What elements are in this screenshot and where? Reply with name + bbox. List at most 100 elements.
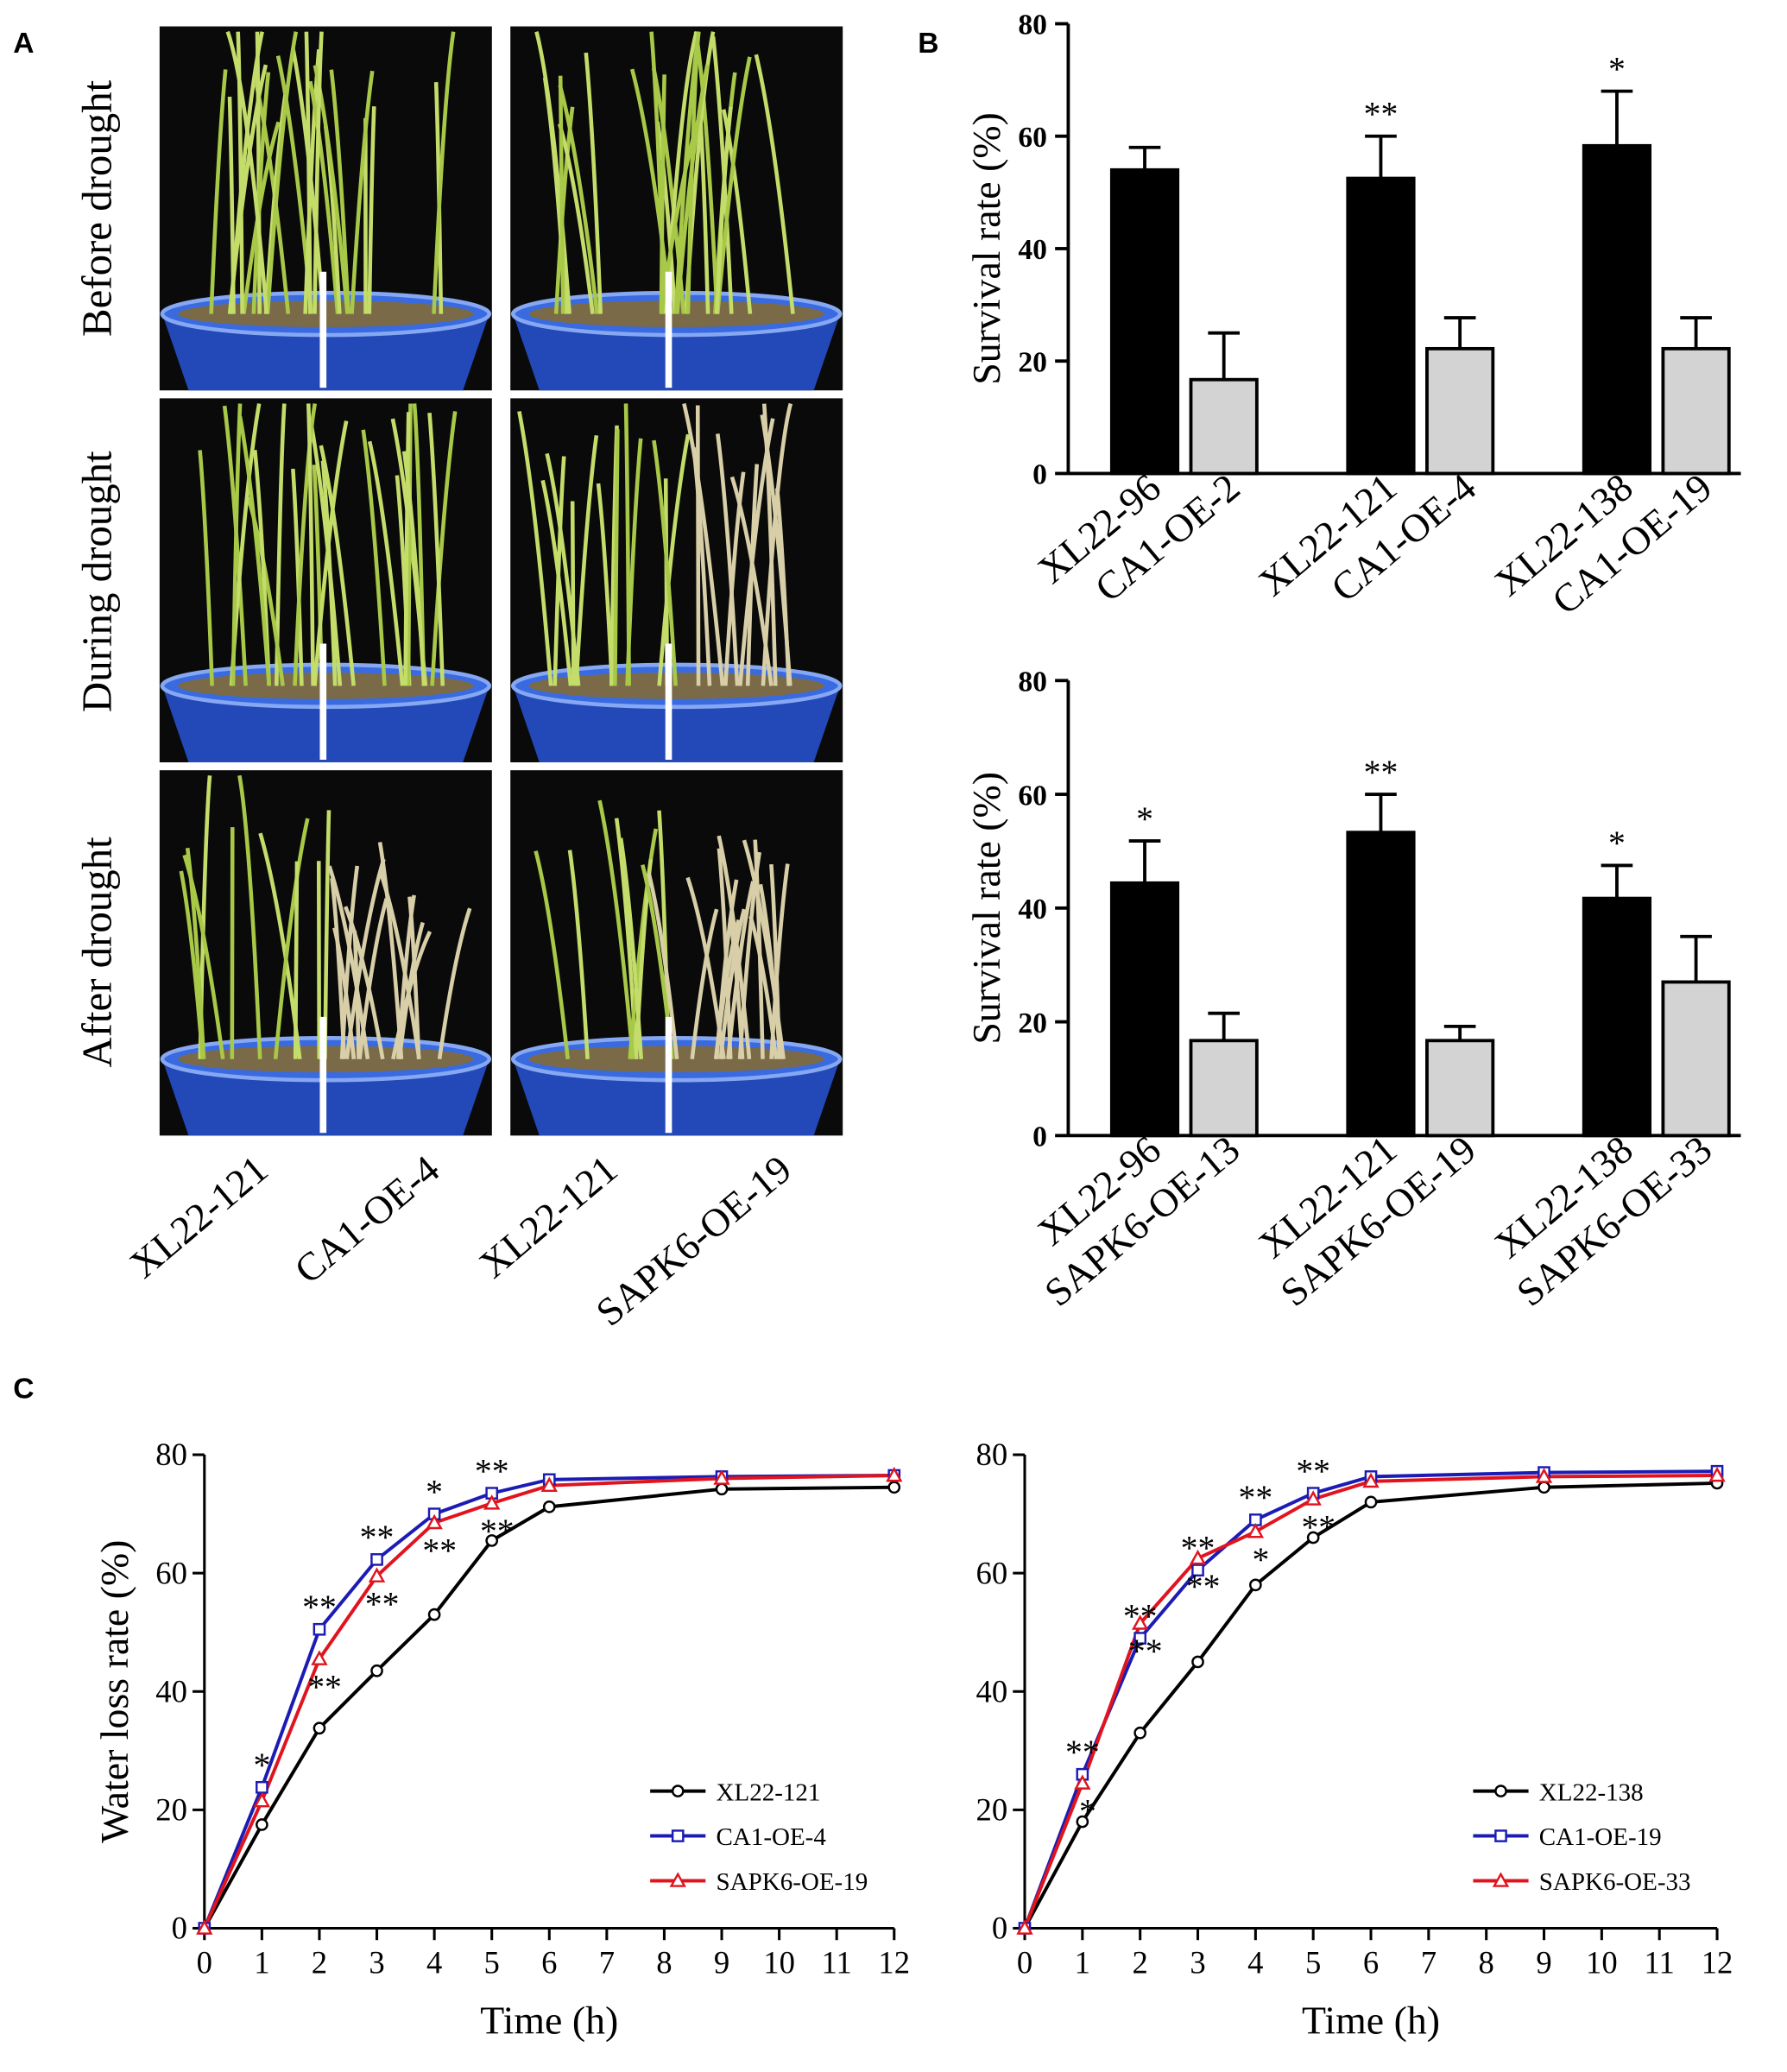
x-tick-label: 0 [1017, 1944, 1032, 1980]
x-tick-label: 1 [254, 1944, 269, 1980]
significance: * [253, 1747, 270, 1785]
leaf [723, 471, 746, 686]
bar [1189, 1039, 1259, 1138]
leaf [698, 117, 710, 314]
leaf [427, 412, 445, 686]
marker [1249, 1578, 1262, 1592]
leaf [432, 31, 456, 314]
leaf [714, 879, 739, 1059]
significance: * [1253, 1541, 1270, 1579]
leaf [344, 858, 386, 1060]
leaf [306, 403, 315, 686]
x-tick-label: 1 [1075, 1944, 1090, 1980]
leaf [567, 850, 590, 1059]
leaf [517, 410, 553, 686]
leaf [545, 452, 581, 686]
leaf [534, 31, 571, 314]
leaf [313, 420, 349, 686]
x-tick-label: 11 [1645, 1944, 1675, 1980]
y-tick-label: 60 [1018, 122, 1047, 154]
leaf [437, 907, 472, 1060]
marker [196, 1919, 213, 1935]
x-tick-label: 12 [878, 1944, 910, 1980]
leaf [350, 70, 375, 314]
leaf [367, 106, 376, 314]
legend-label: XL22-138 [1539, 1778, 1644, 1806]
row-label: During drought [73, 451, 120, 712]
y-tick-label: 20 [976, 1792, 1007, 1828]
panel-label: C [13, 1373, 34, 1405]
marker [1191, 1563, 1204, 1577]
marker [713, 1469, 730, 1485]
legend-label: CA1-OE-19 [1539, 1823, 1662, 1851]
y-tick-label: 20 [1018, 1008, 1047, 1039]
significance: ** [1128, 1633, 1163, 1671]
leaf [717, 848, 733, 1059]
x-axis-label: Time (h) [1302, 1999, 1440, 2043]
x-tick-label: 10 [1586, 1944, 1618, 1980]
photo-panel [159, 26, 843, 1136]
leaf [553, 456, 566, 686]
x-tick-label: 6 [1363, 1944, 1379, 1980]
significance: ** [1123, 1597, 1158, 1635]
significance: ** [1065, 1734, 1100, 1772]
marker [540, 1476, 558, 1493]
significance: ** [1186, 1568, 1221, 1606]
x-tick-label: 2 [1133, 1944, 1148, 1980]
bar [1109, 881, 1180, 1138]
significance: ** [1296, 1452, 1330, 1490]
significance: ** [360, 1519, 395, 1557]
marker [1362, 1472, 1380, 1488]
significance: ** [475, 1452, 509, 1490]
marker [1133, 1726, 1147, 1740]
marker [1538, 1481, 1550, 1494]
marker [1131, 1614, 1149, 1630]
marker [887, 1481, 901, 1494]
bar [1346, 831, 1416, 1138]
x-tick-label: 2 [312, 1944, 327, 1980]
y-tick-label: 0 [1032, 1121, 1047, 1153]
leaf [378, 870, 421, 1060]
leaf [540, 479, 573, 686]
leaf [557, 123, 595, 314]
y-tick-label: 40 [1018, 894, 1047, 925]
leaf [652, 439, 678, 686]
marker [1306, 1531, 1320, 1545]
leaf [774, 488, 791, 686]
leaf [237, 774, 262, 1059]
legend-label: XL22-121 [717, 1778, 821, 1806]
leaf [308, 418, 343, 686]
leaf [179, 870, 205, 1059]
leaf [332, 927, 357, 1059]
leaf [293, 403, 318, 686]
leaf [237, 415, 272, 686]
marker [483, 1494, 501, 1510]
leaf [433, 82, 444, 314]
leaf [534, 850, 571, 1059]
marker [1074, 1774, 1091, 1790]
leaf [236, 31, 244, 314]
significance: ** [365, 1585, 400, 1623]
marker [313, 1622, 326, 1636]
leaf [367, 440, 405, 686]
x-tick-label: 3 [369, 1944, 384, 1980]
y-axis-label: Water loss rate (%) [92, 1540, 136, 1843]
marker [485, 1534, 499, 1547]
y-axis-label: Survival rate (%) [964, 112, 1008, 385]
marker [368, 1567, 386, 1582]
leaf [230, 403, 243, 686]
marker [671, 1785, 685, 1797]
leaf [647, 873, 679, 1059]
leaf [412, 403, 426, 686]
leaf [769, 863, 790, 1059]
significance: ** [480, 1513, 515, 1551]
bar [1582, 143, 1652, 476]
row-label: After drought [73, 837, 120, 1068]
y-tick-label: 60 [155, 1555, 187, 1590]
marker [1076, 1815, 1089, 1829]
leaf [596, 483, 615, 686]
marker [253, 1791, 271, 1808]
leaf [229, 31, 264, 314]
marker [1189, 1549, 1207, 1565]
